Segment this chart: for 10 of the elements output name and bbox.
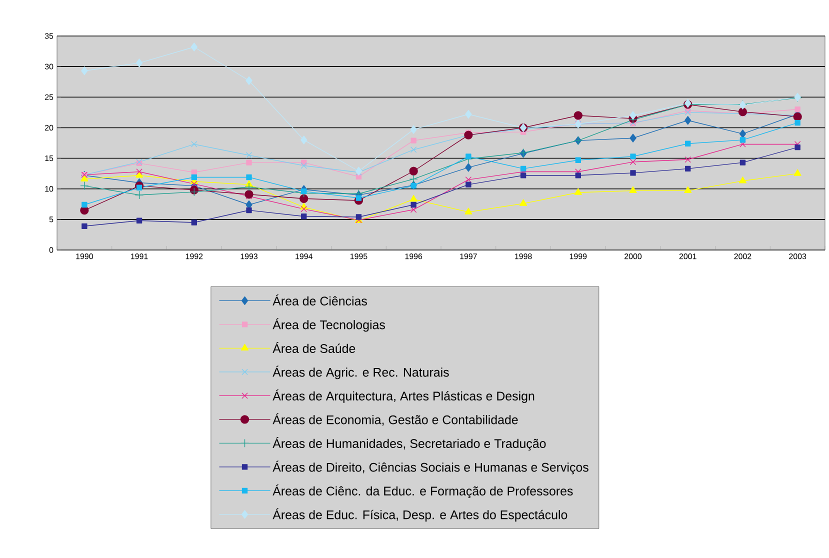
legend-label: Áreas de Agric. e Rec. Naturais xyxy=(272,366,449,380)
legend-label: Áreas de Humanidades, Secretariado e Tradução xyxy=(272,437,546,450)
legend-label: Áreas de Educ. Física, Desp. e Artes do Espectáculo xyxy=(272,508,568,522)
legend-label: Área de Ciências xyxy=(272,294,367,306)
legend-label: Áreas de Economia, Gestão e Contabilidade xyxy=(272,413,518,426)
legend-label: Área de Saúde xyxy=(272,342,356,353)
legend-label: Áreas de Ciênc. da Educ. e Formação de Professores xyxy=(272,484,573,498)
legend-label: Área de Tecnologias xyxy=(272,318,385,332)
legend-label: Áreas de Direito, Ciências Sociais e Humanas e Serviços xyxy=(272,460,588,474)
legend-label: Áreas de Arquitectura, Artes Plásticas e Design xyxy=(272,390,534,403)
